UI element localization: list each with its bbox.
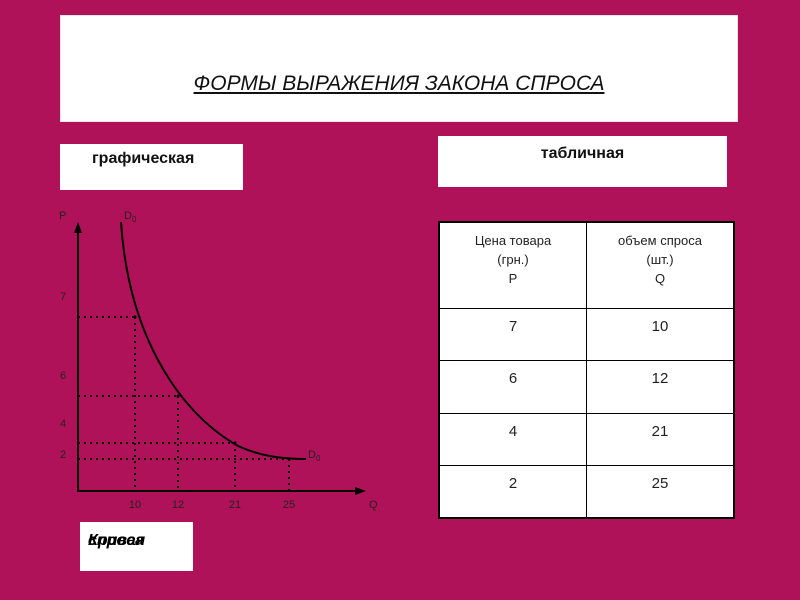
caption-box: Кривая спроса [80, 522, 193, 571]
table-cell-quantity: 25 [586, 465, 735, 519]
header-quantity-line2: (шт.) [646, 252, 674, 267]
header-quantity-line1: объем спроса [618, 233, 702, 248]
header-quantity: объем спроса (шт.) Q [586, 221, 735, 310]
curve-label-top: D0 [124, 210, 137, 224]
caption-line-2: спроса [88, 532, 145, 549]
title-box: ФОРМЫ ВЫРАЖЕНИЯ ЗАКОНА СПРОСА [60, 15, 738, 122]
slide-title: ФОРМЫ ВЫРАЖЕНИЯ ЗАКОНА СПРОСА [193, 72, 605, 95]
header-price-line3: P [508, 271, 518, 286]
table-cell-price: 4 [438, 412, 587, 467]
y-tick-label: 2 [60, 449, 66, 461]
caption-line-1: Кривая [88, 532, 146, 549]
table-cell-quantity: 12 [586, 360, 735, 414]
table-row: 6 12 [438, 360, 735, 414]
y-axis-arrow [74, 222, 82, 233]
table-row: 2 25 [438, 465, 735, 519]
table-row: 4 21 [438, 412, 735, 467]
x-tick-label: 10 [129, 499, 141, 511]
data-point [133, 315, 137, 319]
demand-table: Цена товара (грн.) P объем спроса (шт.) … [438, 221, 735, 519]
graph-label: графическая [92, 150, 195, 167]
x-tick-label: 21 [229, 499, 241, 511]
x-axis-label: Q [369, 499, 378, 511]
table-cell-price: 2 [438, 465, 587, 519]
data-point [176, 394, 180, 398]
y-tick-label: 4 [60, 418, 66, 430]
table-label-box: табличная [438, 136, 727, 187]
x-axis-arrow [355, 487, 366, 495]
data-point [233, 441, 237, 445]
demand-curve [120, 221, 307, 460]
header-quantity-line3: Q [654, 271, 666, 286]
table-cell-price: 6 [438, 360, 587, 414]
table-cell-quantity: 21 [586, 412, 735, 467]
guide-lines [78, 316, 290, 491]
table-cell-price: 7 [438, 308, 587, 362]
x-tick-label: 25 [283, 499, 295, 511]
x-tick-labels: 10 12 21 25 [129, 499, 295, 511]
graph-label-box: графическая [60, 144, 243, 190]
y-axis-label: P [59, 210, 66, 222]
header-price: Цена товара (грн.) P [438, 221, 587, 310]
y-tick-label: 6 [60, 370, 66, 382]
y-tick-labels: 7 6 4 2 [60, 291, 66, 461]
table-label: табличная [540, 145, 625, 162]
y-tick-label: 7 [60, 291, 66, 303]
data-point [287, 457, 291, 461]
table-cell-quantity: 10 [586, 308, 735, 362]
header-price-line2: (грн.) [497, 252, 529, 267]
table-row: 7 10 [438, 308, 735, 362]
data-points [133, 315, 291, 461]
x-tick-label: 12 [172, 499, 184, 511]
header-price-line1: Цена товара [474, 233, 552, 248]
table-header-row: Цена товара (грн.) P объем спроса (шт.) … [438, 221, 735, 310]
curve-label-bottom: D0 [308, 449, 321, 463]
